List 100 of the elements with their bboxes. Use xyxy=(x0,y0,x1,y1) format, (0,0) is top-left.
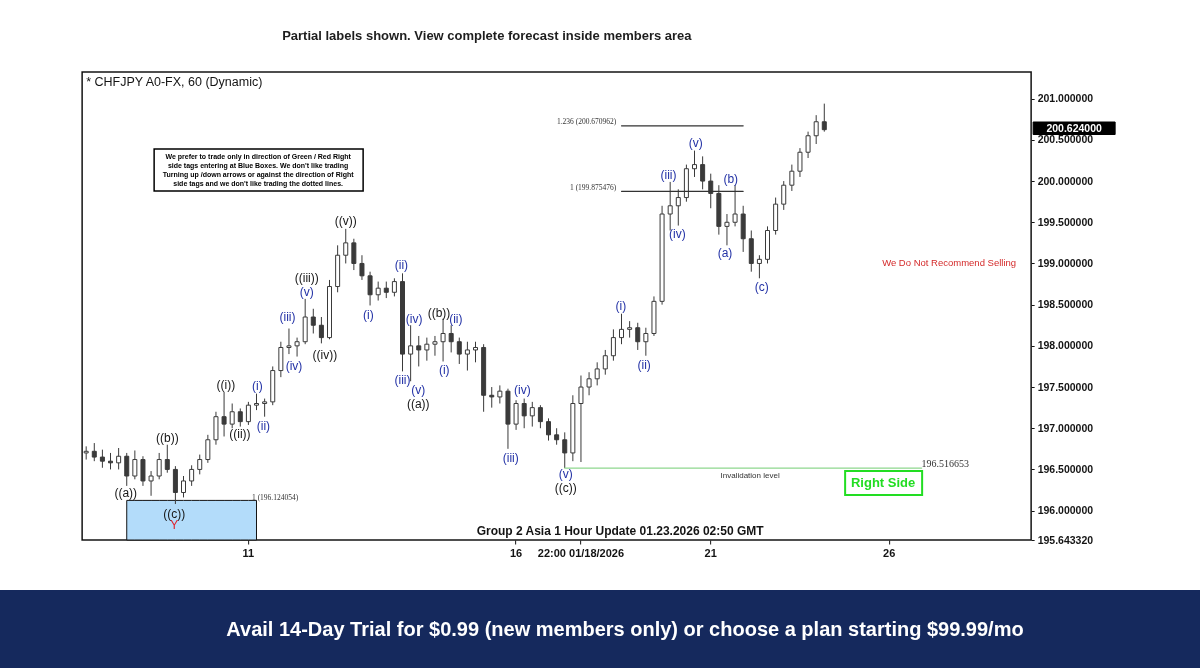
candlestick xyxy=(643,327,649,357)
candlestick xyxy=(619,313,625,345)
candlestick xyxy=(578,375,584,463)
candlestick xyxy=(700,155,706,190)
annotation: (c) xyxy=(754,280,769,294)
annotation: (iv) xyxy=(285,359,303,374)
candlestick xyxy=(432,335,438,357)
candlestick xyxy=(448,324,454,353)
candlestick xyxy=(789,164,795,192)
annotation: Invalidation level xyxy=(720,471,780,480)
y-tick-label: 200.000000 xyxy=(1037,174,1094,187)
x-tick-label: 16 xyxy=(509,546,523,559)
candlestick xyxy=(408,324,414,382)
annotation: (iii) xyxy=(279,310,296,325)
annotation: ((c)) xyxy=(163,506,186,521)
candlestick xyxy=(132,449,138,480)
x-tick-label: 26 xyxy=(883,546,896,559)
candlestick xyxy=(781,180,787,211)
candlestick xyxy=(440,318,446,362)
candlestick xyxy=(91,442,97,462)
candlestick xyxy=(546,417,552,442)
y-tick-label: 198.000000 xyxy=(1037,339,1094,352)
candlestick xyxy=(245,401,251,426)
y-tick-label: 197.000000 xyxy=(1037,421,1094,434)
candlestick xyxy=(367,271,373,306)
candlestick xyxy=(124,452,130,487)
annotation: ((ii)) xyxy=(229,426,251,441)
annotation: (v) xyxy=(411,383,426,398)
candlestick xyxy=(805,131,811,159)
candlestick xyxy=(521,398,527,429)
candlestick xyxy=(756,254,762,279)
annotation: We Do Not Recommend Selling xyxy=(882,257,1017,268)
annotation: (iv) xyxy=(514,383,531,398)
candlestick xyxy=(635,322,641,351)
candlestick xyxy=(351,238,357,271)
candlestick xyxy=(286,328,292,355)
candlestick xyxy=(197,454,203,475)
candlestick xyxy=(724,213,730,246)
candlestick xyxy=(359,254,365,281)
annotation: (i) xyxy=(438,363,450,378)
candlestick xyxy=(562,431,568,469)
annotation: (i) xyxy=(363,307,374,322)
text: 200.624000 xyxy=(1046,121,1103,134)
candlestick xyxy=(278,341,284,378)
candlestick xyxy=(594,361,600,386)
annotation: ((a)) xyxy=(114,486,138,501)
text: Avail 14-Day Trial for $0.99 (new members only) or choose a plan starting $99.99/mo xyxy=(226,618,1024,640)
annotation: (ii) xyxy=(394,258,409,273)
annotation: (ii) xyxy=(449,311,463,326)
candlestick xyxy=(221,391,227,437)
candlestick xyxy=(473,341,479,363)
candlestick xyxy=(424,337,430,362)
candlestick xyxy=(586,371,592,396)
annotation: ((v)) xyxy=(334,213,357,228)
annotation: (iv) xyxy=(669,226,686,241)
annotation: (b) xyxy=(723,171,739,186)
candlestick xyxy=(602,349,608,376)
candlestick xyxy=(262,398,268,418)
annotation: (i) xyxy=(615,298,627,313)
annotation: (iii) xyxy=(660,167,677,182)
annotation: ((i)) xyxy=(216,377,236,392)
y-tick-label: 196.000000 xyxy=(1037,504,1094,517)
candlestick xyxy=(797,147,803,178)
annotation: (iii) xyxy=(502,451,519,465)
annotation: (ii) xyxy=(256,419,271,433)
text: Group 2 Asia 1 Hour Update 01.23.2026 02:50 GMT xyxy=(476,524,765,538)
candlestick xyxy=(692,150,698,178)
y-tick-label: 195.643320 xyxy=(1037,533,1094,546)
annotation: (v) xyxy=(558,467,573,482)
candlestick xyxy=(513,399,519,431)
candlestick xyxy=(391,277,397,297)
y-tick-label: 198.500000 xyxy=(1037,298,1094,311)
candlestick xyxy=(156,452,162,480)
candlestick xyxy=(416,335,422,367)
candlestick xyxy=(489,386,495,409)
candlestick xyxy=(813,114,819,145)
annotation: ((b)) xyxy=(155,431,179,446)
annotation: ((iii)) xyxy=(294,271,319,286)
candlestick xyxy=(610,328,616,362)
candlestick xyxy=(181,475,187,498)
annotation: (a) xyxy=(717,245,733,260)
candlestick xyxy=(140,455,146,487)
candlestick xyxy=(821,103,827,133)
annotation: 196.516653 xyxy=(921,457,969,469)
candlestick xyxy=(310,308,316,334)
annotation: (iii) xyxy=(394,373,411,388)
annotation: (iv) xyxy=(405,311,423,326)
candlestick xyxy=(464,341,470,372)
candlestick xyxy=(172,465,178,505)
candlestick xyxy=(189,464,195,487)
candlestick xyxy=(294,337,300,358)
annotation: ((a)) xyxy=(406,397,430,412)
annotation: (i) xyxy=(252,378,263,393)
candlestick xyxy=(205,434,211,464)
y-tick-label: 200.500000 xyxy=(1037,133,1094,146)
candlestick xyxy=(237,407,243,428)
candlestick xyxy=(343,228,349,264)
candlestick xyxy=(213,411,219,446)
annotation: ((b)) xyxy=(427,305,451,320)
y-tick-label: 197.500000 xyxy=(1037,380,1094,393)
